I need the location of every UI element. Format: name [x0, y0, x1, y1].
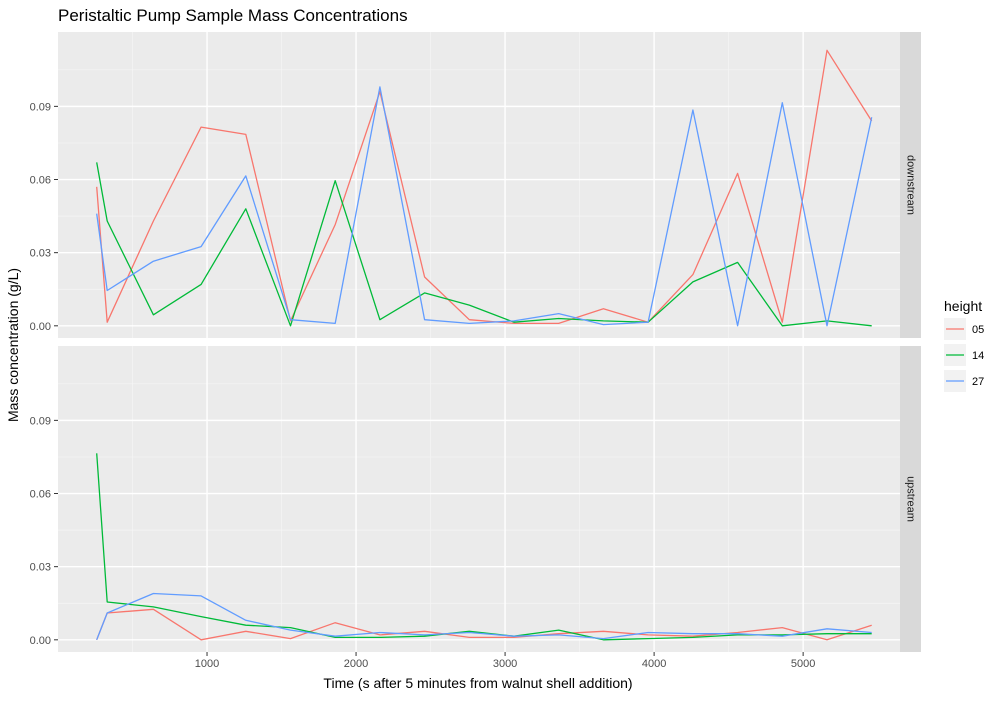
- x-tick-label: 1000: [195, 658, 219, 670]
- facet-panel-downstream: 0.00 0.03 0.06 0.09 downstream: [30, 32, 921, 338]
- facet-strip: [900, 32, 921, 338]
- y-tick-label: 0.03: [30, 248, 51, 260]
- x-axis-label: Time (s after 5 minutes from walnut shel…: [323, 675, 632, 691]
- panels-layer: 0.000.030.060.09downstream0.000.030.060.…: [30, 32, 921, 652]
- facet-strip-label: downstream: [905, 155, 917, 215]
- x-tick-label: 4000: [642, 658, 666, 670]
- y-tick-label: 0.06: [30, 175, 51, 187]
- facet-panel-upstream: 0.00 0.03 0.06 0.09 upstream: [30, 346, 921, 652]
- x-tick-label: 2000: [344, 658, 368, 670]
- legend-label: 27: [972, 376, 984, 388]
- facet-strip: [900, 346, 921, 652]
- series-line-05: [96, 608, 872, 641]
- y-axis-label: Mass concentration (g/L): [5, 268, 21, 422]
- series-line-14: [96, 162, 872, 327]
- series-line-27: [96, 86, 873, 327]
- legend-item-14: 14: [944, 344, 984, 366]
- legend-item-27: 27: [944, 370, 984, 392]
- legend-title: height: [944, 298, 982, 314]
- x-tick-label: 3000: [493, 658, 517, 670]
- y-tick-label: 0.09: [30, 415, 51, 427]
- series-line-27: [96, 592, 872, 641]
- y-tick-label: 0.00: [30, 321, 51, 333]
- legend-item-05: 05: [944, 318, 984, 340]
- y-tick-label: 0.06: [30, 489, 51, 501]
- legend-keys: 05 14 27: [944, 318, 984, 392]
- x-axis-ticks: 1000 2000 3000 4000 5000: [195, 652, 815, 670]
- facet-strip-label: upstream: [905, 476, 917, 522]
- x-tick-label: 5000: [791, 658, 815, 670]
- series-line-05: [96, 49, 873, 325]
- legend-label: 05: [972, 324, 984, 336]
- chart-title: Peristaltic Pump Sample Mass Concentrati…: [58, 6, 408, 25]
- panel-background: [58, 32, 900, 338]
- legend: height 05 14 27: [944, 298, 984, 392]
- series-line-14: [96, 453, 872, 641]
- panel-background: [58, 346, 900, 652]
- legend-label: 14: [972, 350, 984, 362]
- y-tick-label: 0.03: [30, 562, 51, 574]
- y-tick-label: 0.09: [30, 101, 51, 113]
- y-tick-label: 0.00: [30, 635, 51, 647]
